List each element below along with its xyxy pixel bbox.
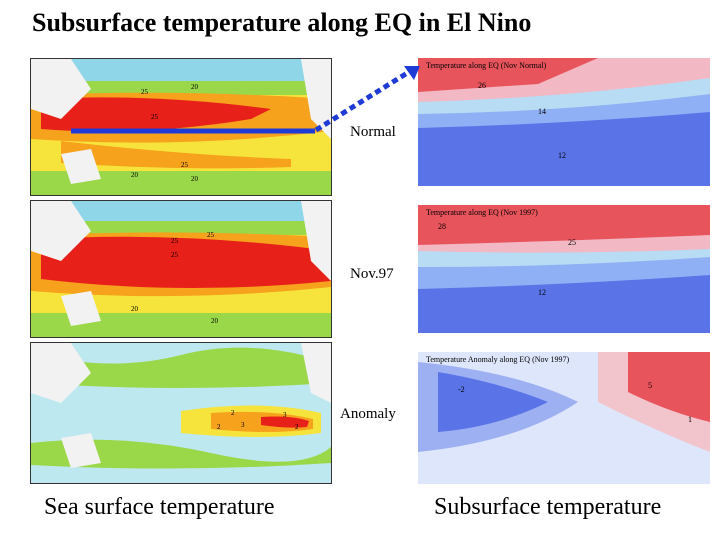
section-contour-label: 12 <box>538 288 546 297</box>
map-contour-label: 25 <box>181 161 189 169</box>
section-title: Temperature Anomaly along EQ (Nov 1997) <box>426 355 570 364</box>
map-contour-label: 3 <box>241 421 245 429</box>
section-contour-label: 5 <box>648 381 652 390</box>
sst-map-nov97: 25 25 25 20 20 <box>30 200 332 338</box>
map-contour-label: 2 <box>231 409 235 417</box>
map-contour-label: 25 <box>207 231 215 239</box>
section-contour-label: 28 <box>438 222 446 231</box>
map-contour-label: 2 <box>295 423 299 431</box>
section-title: Temperature along EQ (Nov Normal) <box>426 61 547 70</box>
sst-map-anomaly: 2 3 2 3 2 <box>30 342 332 484</box>
section-contour-label: -2 <box>458 385 465 394</box>
map-contour-label: 20 <box>131 305 139 313</box>
map-contour-label: 20 <box>191 83 199 91</box>
map-contour-label: 25 <box>141 88 149 96</box>
section-contour-label: 25 <box>568 238 576 247</box>
slide-title: Subsurface temperature along EQ in El Ni… <box>32 8 532 37</box>
caption-subsurface: Subsurface temperature <box>434 494 662 520</box>
section-contour-label: 1 <box>688 415 692 424</box>
section-contour-label: 12 <box>558 151 566 160</box>
map-contour-label: 25 <box>151 113 159 121</box>
panel-label-anomaly: Anomaly <box>338 406 398 423</box>
caption-sea-surface: Sea surface temperature <box>44 494 275 520</box>
map-contour-label: 2 <box>217 423 221 431</box>
map-contour-label: 20 <box>131 171 139 179</box>
map-contour-label: 20 <box>211 317 219 325</box>
subsurface-section-normal: Temperature along EQ (Nov Normal) 26 14 … <box>418 58 710 186</box>
section-contour-label: 14 <box>538 107 546 116</box>
panel-label-nov97: Nov.97 <box>348 266 396 283</box>
section-contour-label: 26 <box>478 81 486 90</box>
panel-label-normal: Normal <box>348 124 398 141</box>
subsurface-section-nov97: Temperature along EQ (Nov 1997) 28 25 12 <box>418 205 710 333</box>
section-title: Temperature along EQ (Nov 1997) <box>426 208 538 217</box>
map-contour-label: 25 <box>171 251 179 259</box>
sst-map-normal: 25 20 25 25 20 20 <box>30 58 332 196</box>
map-contour-label: 3 <box>283 411 287 419</box>
subsurface-section-anomaly: Temperature Anomaly along EQ (Nov 1997) … <box>418 352 710 484</box>
map-contour-label: 20 <box>191 175 199 183</box>
map-contour-label: 25 <box>171 237 179 245</box>
